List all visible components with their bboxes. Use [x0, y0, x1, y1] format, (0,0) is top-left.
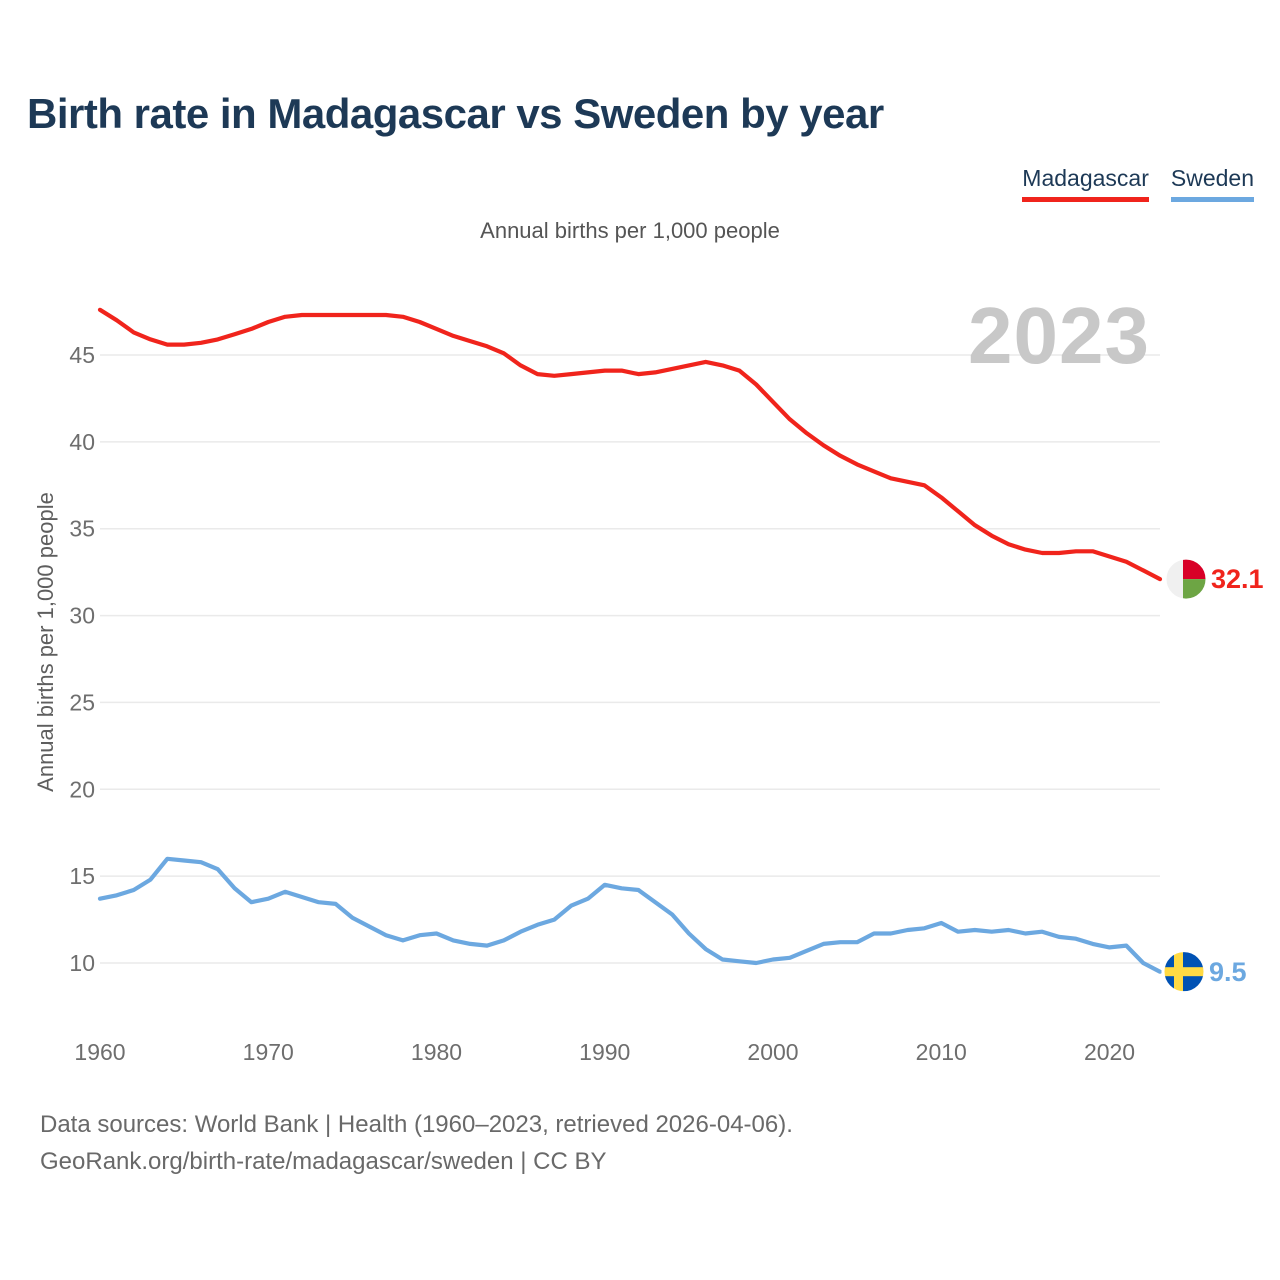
x-tick-label: 2010: [916, 1039, 967, 1065]
y-tick-label: 25: [69, 689, 95, 715]
footer-source-line: Data sources: World Bank | Health (1960–…: [40, 1111, 793, 1138]
y-tick-label: 30: [69, 603, 95, 629]
madagascar-flag-icon: [1163, 556, 1209, 602]
data-lines: [97, 307, 1163, 974]
year-watermark: 2023: [968, 291, 1150, 380]
legend-label: Sweden: [1170, 165, 1254, 191]
legend-underline: [1170, 197, 1254, 202]
axis-tick-labels: 10 15 20 25 30 35 40 45 1960 1970 1980 1990 2000 2010…: [69, 342, 1135, 1065]
x-tick-label: 2020: [1084, 1039, 1135, 1065]
footer: Data sources: World Bank | Health (1960–…: [40, 1106, 793, 1180]
legend-underline: [1022, 197, 1149, 202]
legend-item-sweden[interactable]: Sweden: [1170, 165, 1254, 202]
sweden-line: [97, 856, 1163, 974]
y-tick-label: 15: [69, 863, 95, 889]
y-tick-label: 20: [69, 776, 95, 802]
y-tick-label: 45: [69, 342, 95, 368]
legend-item-madagascar[interactable]: Madagascar: [1022, 165, 1149, 202]
legend-label: Madagascar: [1022, 165, 1149, 191]
chart-subtitle: Annual births per 1,000 people: [480, 218, 780, 243]
footer-url-line: GeoRank.org/birth-rate/madagascar/sweden…: [40, 1148, 607, 1175]
y-tick-label: 40: [69, 429, 95, 455]
legend: Madagascar Sweden: [1022, 165, 1254, 202]
x-tick-label: 1960: [74, 1039, 125, 1065]
flag-markers: [1161, 556, 1209, 995]
madagascar-end-value-label: 32.1: [1211, 564, 1264, 595]
x-tick-label: 1970: [243, 1039, 294, 1065]
x-tick-label: 1990: [579, 1039, 630, 1065]
y-tick-label: 35: [69, 516, 95, 542]
madagascar-line: [97, 307, 1163, 582]
gridlines: [100, 354, 1160, 964]
x-tick-label: 1980: [411, 1039, 462, 1065]
sweden-flag-icon: [1161, 949, 1207, 995]
sweden-end-value-label: 9.5: [1209, 956, 1247, 987]
y-tick-label: 10: [69, 950, 95, 976]
x-tick-label: 2000: [747, 1039, 798, 1065]
page-title: Birth rate in Madagascar vs Sweden by ye…: [27, 90, 884, 137]
